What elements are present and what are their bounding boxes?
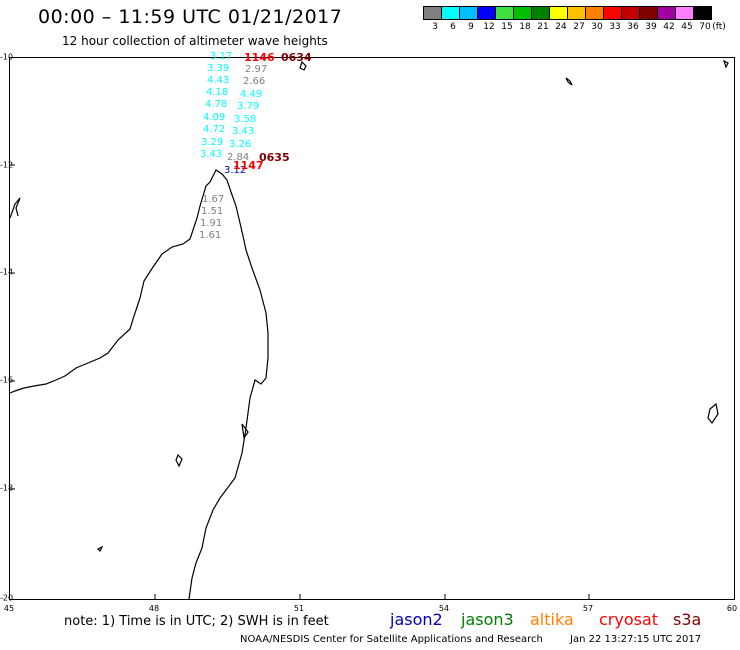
obs-value: 3.17 [210,51,233,62]
color-scale-label: 18 [519,22,531,32]
lat-label-14: -14 [0,267,14,277]
obs-value: 2.84 [227,152,250,163]
color-scale-label: 6 [450,22,456,32]
lat-label-12: -12 [0,160,14,170]
color-scale-swatch [424,7,442,19]
lat-label-20: -20 [0,593,14,603]
small-island-2 [722,59,729,69]
color-scale-label: 36 [627,22,639,32]
reunion-island-detail [707,402,719,425]
color-scale-label: 21 [537,22,549,32]
color-scale-swatch [460,7,478,19]
lon-label-57: 57 [582,604,594,613]
obs-value: 4.72 [203,124,226,135]
obs-value: 3.43 [200,149,223,160]
color-scale-swatch [532,7,550,19]
color-scale-label: 24 [555,22,567,32]
color-scale-label: 70 [699,22,711,32]
obs-value: 3.58 [234,114,257,125]
color-scale-swatch [622,7,640,19]
small-island-3 [175,453,183,468]
lon-label-54: 54 [438,604,450,613]
lat-tick-marks [10,164,15,490]
color-scale-swatch [442,7,460,19]
obs-value: 1.67 [202,194,225,205]
obs-value: 3.26 [229,139,252,150]
color-scale-swatch [586,7,604,19]
pass-time: 1147 [233,159,264,172]
obs-value: 4.78 [205,99,228,110]
legend-jason2: jason2 [390,610,443,629]
obs-value: 4.49 [240,89,263,100]
small-island-4 [241,423,249,440]
pass-time: 1146 [244,51,275,64]
west-coast-detail [9,197,21,219]
color-scale-label: 12 [483,22,495,32]
color-scale-label: 27 [573,22,585,32]
coastline-map [9,59,729,600]
color-scale-swatch [658,7,676,19]
obs-value: 4.09 [203,112,226,123]
obs-value: 3.39 [207,63,230,74]
wave-height-color-scale [423,6,712,20]
legend-s3a: s3a [673,610,702,629]
color-scale-swatch [568,7,586,19]
pass-time: 0635 [259,151,290,164]
map-title: 00:00 – 11:59 UTC 01/21/2017 [38,6,343,28]
color-scale-label: 15 [501,22,513,32]
color-scale-swatch [496,7,514,19]
lat-label-16: -16 [0,375,14,385]
obs-value: 3.29 [201,137,224,148]
small-island-1 [565,77,573,86]
obs-value: 3.79 [237,101,260,112]
lat-label-10: -10 [0,52,14,62]
legend-cryosat: cryosat [599,610,659,629]
color-scale-labels: 3 6 9 12 15 18 21 24 27 30 33 36 39 42 45 70 (ft) [423,22,740,34]
nosy-be-detail [299,60,307,71]
small-island-5 [96,545,104,553]
pass-time: 0634 [281,51,312,64]
credit-organization: NOAA/NESDIS Center for Satellite Applica… [240,634,543,645]
legend-altika: altika [530,610,574,629]
obs-value: 3.43 [232,126,255,137]
map-frame [9,57,735,600]
footnote: note: 1) Time is in UTC; 2) SWH is in fe… [64,614,329,629]
madagascar-coastline [9,169,269,600]
color-scale-label: 30 [591,22,603,32]
color-scale-label: 42 [663,22,675,32]
map-subtitle: 12 hour collection of altimeter wave hei… [62,34,328,48]
color-scale-swatch [514,7,532,19]
color-scale-label: 3 [432,22,438,32]
obs-value: 4.43 [207,75,230,86]
color-scale-swatch [604,7,622,19]
lon-label-60: 60 [726,604,738,613]
obs-value: 4.18 [206,87,229,98]
color-scale-swatch [676,7,694,19]
credit-timestamp: Jan 22 13:27:15 UTC 2017 [570,634,702,645]
color-scale-label: 45 [681,22,693,32]
color-scale-label: 9 [468,22,474,32]
credit-line: NOAA/NESDIS Center for Satellite Applica… [240,634,701,645]
color-scale-swatch [694,7,711,19]
lon-tick-marks [154,594,590,599]
lon-label-51: 51 [293,604,305,613]
color-scale-swatch [550,7,568,19]
color-scale-swatch [478,7,496,19]
lon-label-45: 45 [3,604,15,613]
color-scale-label: 39 [645,22,657,32]
color-scale-swatch [640,7,658,19]
lat-label-18: -18 [0,483,14,493]
obs-value: 3.12 [224,165,247,176]
obs-value: 1.91 [200,218,223,229]
obs-value: 2.66 [243,76,266,87]
color-scale-label: 33 [609,22,621,32]
obs-value: 1.51 [201,206,224,217]
obs-value: 2.97 [245,64,268,75]
obs-value: 1.61 [199,230,222,241]
color-scale-unit: (ft) [712,22,726,32]
legend-jason3: jason3 [461,610,514,629]
lon-label-48: 48 [148,604,160,613]
